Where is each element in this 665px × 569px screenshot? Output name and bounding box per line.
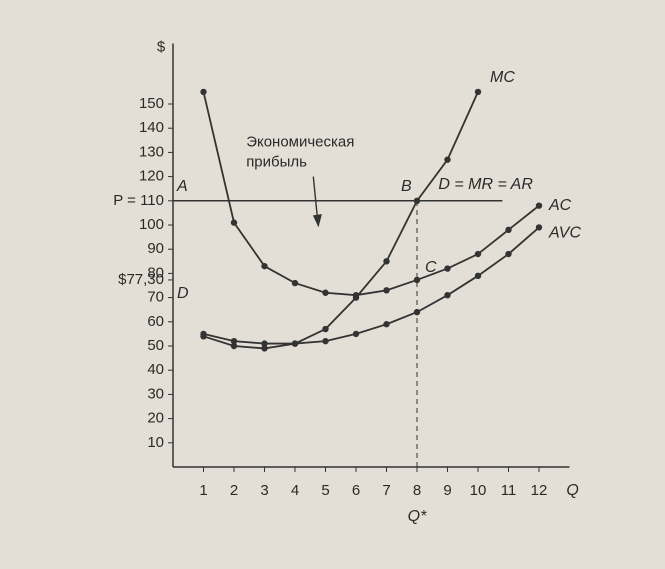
series-point <box>383 287 390 294</box>
x-tick-label: 9 <box>443 482 451 499</box>
annotation: прибыль <box>246 154 307 171</box>
y-tick-label: 90 <box>147 240 164 257</box>
x-tick-label: 1 <box>199 482 207 499</box>
series-point <box>230 337 238 345</box>
y-tick-label: 130 <box>139 143 164 160</box>
y-tick-label: 80 <box>147 264 164 281</box>
series-point <box>444 265 451 272</box>
y-axis-label: $ <box>157 38 166 55</box>
y-tick-label: 60 <box>147 313 164 330</box>
annotation: Экономическая <box>246 134 354 151</box>
series-point <box>413 197 421 204</box>
series-point <box>230 342 238 350</box>
series-point <box>291 279 299 287</box>
series-point <box>322 289 329 296</box>
series-label: AC <box>548 197 572 214</box>
arrow-head <box>312 214 322 228</box>
series-line <box>202 91 540 297</box>
series-point <box>535 224 543 231</box>
series-point <box>352 291 360 299</box>
series-point <box>474 272 482 280</box>
y-tick-label: 100 <box>139 216 164 233</box>
series-point <box>230 219 238 226</box>
x-tick-label: 7 <box>382 482 390 499</box>
y-tick-label: 140 <box>139 119 164 136</box>
y-tick-label: 20 <box>147 410 164 427</box>
series-point <box>535 202 543 209</box>
y-tick-label: 40 <box>147 361 164 378</box>
series-point <box>261 345 268 352</box>
series-point <box>322 325 329 333</box>
x-axis-label: Q <box>566 482 578 499</box>
y-tick-label: 70 <box>147 289 164 306</box>
x-tick-label: 10 <box>470 482 487 499</box>
series-point <box>200 330 207 338</box>
series-point <box>200 88 207 96</box>
x-tick-label: 11 <box>501 482 517 499</box>
series-label: MC <box>490 69 515 86</box>
y-tick-label: 10 <box>147 434 164 451</box>
y-tick-label: 120 <box>139 168 164 185</box>
x-tick-label: 8 <box>413 482 421 499</box>
x-tick-label: 6 <box>352 482 360 499</box>
series-line <box>203 226 540 345</box>
series-point <box>322 337 329 345</box>
q-star-label: Q* <box>408 508 427 525</box>
series-point <box>352 330 360 338</box>
series-point <box>383 258 390 265</box>
series-line <box>203 91 479 350</box>
series-point <box>444 156 451 163</box>
series-point <box>505 226 512 234</box>
series-point <box>261 340 268 347</box>
series-point <box>474 88 482 96</box>
y-tick-label: $77,30 <box>118 271 164 288</box>
point-label: C <box>425 259 437 276</box>
series-point <box>474 250 482 258</box>
series-point <box>261 262 268 270</box>
y-tick-label: 50 <box>147 337 164 354</box>
series-point <box>444 291 451 299</box>
point-label: B <box>401 178 412 195</box>
series-point <box>383 321 390 328</box>
x-tick-label: 2 <box>230 482 238 499</box>
series-point <box>413 276 421 284</box>
y-tick-label: P = 110 <box>113 192 164 209</box>
series-label: AVC <box>548 225 581 242</box>
x-tick-label: 3 <box>260 482 268 499</box>
series-point <box>413 308 421 316</box>
x-tick-label: 4 <box>291 482 299 499</box>
x-tick-label: 12 <box>531 482 548 499</box>
series-point <box>291 340 299 347</box>
point-label: D <box>177 285 189 302</box>
series-point <box>505 250 512 258</box>
x-tick-label: 5 <box>321 482 329 499</box>
price-line-label: D = MR = AR <box>438 176 533 193</box>
y-tick-label: 30 <box>147 385 164 402</box>
point-label: A <box>176 178 188 195</box>
y-tick-label: 150 <box>139 95 164 112</box>
